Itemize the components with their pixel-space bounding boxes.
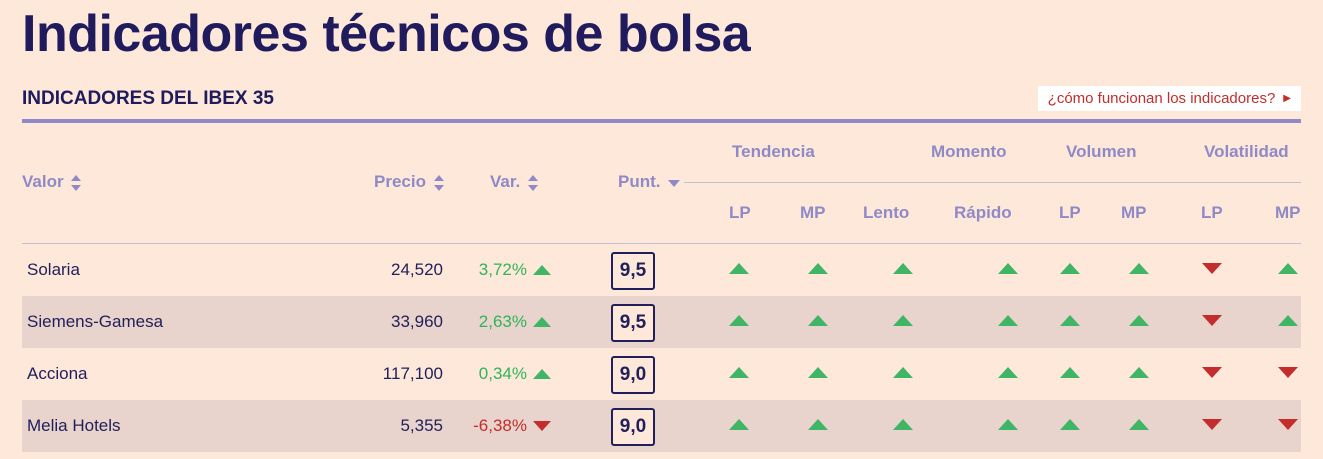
score-badge: 9,5 <box>611 304 655 342</box>
header-precio[interactable]: Precio <box>374 172 444 192</box>
arrow-up-icon <box>1129 263 1149 274</box>
arrow-up-icon <box>808 315 828 326</box>
arrow-up-icon <box>893 419 913 430</box>
sort-icon <box>528 174 538 191</box>
help-link[interactable]: ¿cómo funcionan los indicadores? ▶ <box>1037 86 1301 111</box>
stock-name[interactable]: Melia Hotels <box>27 416 121 435</box>
header-punt-label: Punt. <box>618 172 661 191</box>
page-title: Indicadores técnicos de bolsa <box>22 5 751 63</box>
header-group-tendencia: Tendencia <box>732 142 815 161</box>
stock-variation-value: 3,72% <box>478 260 527 279</box>
arrow-up-icon <box>533 317 551 327</box>
section-title: INDICADORES DEL IBEX 35 <box>22 88 274 109</box>
header-var[interactable]: Var. <box>490 172 538 192</box>
help-link-label: ¿cómo funcionan los indicadores? <box>1047 90 1276 107</box>
arrow-up-icon <box>998 263 1018 274</box>
arrow-up-icon <box>729 263 749 274</box>
group-divider-tendencia <box>684 182 860 183</box>
arrow-up-icon <box>998 367 1018 378</box>
table-row[interactable]: Melia Hotels 5,355 -6,38% 9,0 <box>22 400 1301 452</box>
arrow-up-icon <box>729 315 749 326</box>
arrow-up-icon <box>1060 367 1080 378</box>
group-divider-volatilidad <box>1154 182 1301 183</box>
header-sub-tendencia-mp: MP <box>800 203 826 222</box>
table-row[interactable]: Siemens-Gamesa 33,960 2,63% 9,5 <box>22 296 1301 348</box>
header-group-momento: Momento <box>931 142 1007 161</box>
header-sub-volatilidad-lp: LP <box>1201 203 1223 222</box>
arrow-up-icon <box>808 419 828 430</box>
arrow-up-icon <box>1129 367 1149 378</box>
arrow-up-icon <box>729 367 749 378</box>
arrow-up-icon <box>893 315 913 326</box>
header-precio-label: Precio <box>374 172 426 191</box>
arrow-up-icon <box>998 315 1018 326</box>
arrow-down-icon <box>1278 419 1298 430</box>
stock-variation-value: 2,63% <box>478 312 527 331</box>
arrow-up-icon <box>729 419 749 430</box>
arrow-up-icon <box>1129 315 1149 326</box>
header-sub-momento-rapido: Rápido <box>954 203 1012 222</box>
arrow-down-icon <box>1202 367 1222 378</box>
arrow-up-icon <box>1060 315 1080 326</box>
table-row[interactable]: Solaria 24,520 3,72% 9,5 <box>22 244 1301 296</box>
arrow-down-icon <box>1202 263 1222 274</box>
header-sub-momento-lento: Lento <box>863 203 910 222</box>
header-divider <box>22 243 1301 244</box>
stock-price: 5,355 <box>400 416 443 435</box>
sort-icon <box>71 174 82 191</box>
table-row[interactable]: Acciona 117,100 0,34% 9,0 <box>22 348 1301 400</box>
group-divider-momento <box>860 182 1024 183</box>
arrow-down-icon <box>533 421 551 431</box>
stock-name[interactable]: Solaria <box>27 260 80 279</box>
arrow-up-icon <box>808 263 828 274</box>
stock-price: 33,960 <box>391 312 443 331</box>
header-var-label: Var. <box>490 172 521 191</box>
score-badge: 9,0 <box>611 356 655 394</box>
header-group-volatilidad: Volatilidad <box>1204 142 1289 161</box>
stock-name[interactable]: Siemens-Gamesa <box>27 312 164 331</box>
arrow-up-icon <box>1278 263 1298 274</box>
header-sub-volumen-lp: LP <box>1059 203 1081 222</box>
score-badge: 9,0 <box>611 408 655 446</box>
arrow-up-icon <box>1129 419 1149 430</box>
stock-name[interactable]: Acciona <box>27 364 88 383</box>
arrow-up-icon <box>1060 419 1080 430</box>
header-sub-volatilidad-mp: MP <box>1275 203 1301 222</box>
arrow-up-icon <box>893 367 913 378</box>
arrow-up-icon <box>533 369 551 379</box>
arrow-up-icon <box>1060 263 1080 274</box>
section-divider <box>22 119 1301 123</box>
stock-variation: 3,72% <box>479 244 551 296</box>
arrow-up-icon <box>808 367 828 378</box>
header-group-volumen: Volumen <box>1066 142 1137 161</box>
arrow-down-icon <box>1202 419 1222 430</box>
header-sub-tendencia-lp: LP <box>729 203 751 222</box>
arrow-down-icon <box>1278 367 1298 378</box>
arrow-up-icon <box>1278 315 1298 326</box>
stock-variation: 2,63% <box>479 296 551 348</box>
header-valor-label: Valor <box>22 172 64 191</box>
header-valor[interactable]: Valor <box>22 172 82 192</box>
arrow-down-icon <box>1202 315 1222 326</box>
arrow-up-icon <box>893 263 913 274</box>
header-sub-volumen-mp: MP <box>1121 203 1147 222</box>
stock-price: 24,520 <box>391 260 443 279</box>
arrow-up-icon <box>533 265 551 275</box>
stock-variation-value: -6,38% <box>473 416 527 435</box>
stock-variation: 0,34% <box>479 348 551 400</box>
caret-right-icon: ▶ <box>1283 93 1291 104</box>
sort-down-icon <box>668 179 681 187</box>
stock-price: 117,100 <box>382 364 443 383</box>
sort-icon <box>433 174 444 191</box>
arrow-up-icon <box>998 419 1018 430</box>
score-badge: 9,5 <box>611 252 655 290</box>
header-punt[interactable]: Punt. <box>618 172 681 192</box>
stock-variation-value: 0,34% <box>478 364 527 383</box>
group-divider-volumen <box>1024 182 1154 183</box>
stock-variation: -6,38% <box>473 400 551 452</box>
